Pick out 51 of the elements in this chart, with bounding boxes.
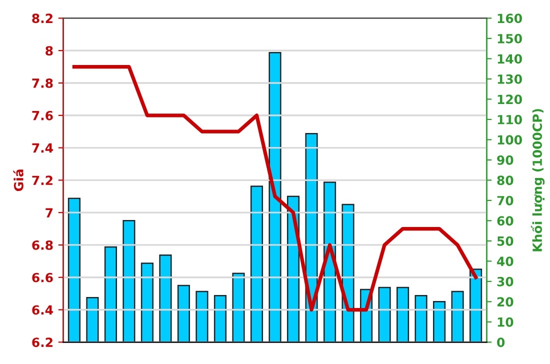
bar xyxy=(214,294,227,342)
y2-tick-label: 150 xyxy=(498,34,522,44)
y2-tick-label: 120 xyxy=(498,94,522,104)
y-tick-label: 7.2 xyxy=(32,176,52,185)
y-tick-label: 8 xyxy=(46,46,53,56)
bar xyxy=(414,294,428,342)
bar xyxy=(342,204,354,342)
bar xyxy=(378,286,391,342)
y-tick-label: 7.8 xyxy=(32,78,53,88)
bar xyxy=(396,286,410,342)
bar xyxy=(159,254,172,342)
y2-axis-title: Khối lượng (1000CP) xyxy=(530,109,545,252)
y-tick-label: 6.2 xyxy=(32,338,52,348)
y-tick-label: 6.8 xyxy=(32,240,53,250)
line-series xyxy=(72,64,478,312)
y2-tick-label: 30 xyxy=(497,276,514,286)
bar xyxy=(470,268,482,342)
y-tick-label: 7 xyxy=(46,208,53,218)
y2-tick-label: 100 xyxy=(498,135,522,145)
bar xyxy=(104,246,117,342)
y2-tick-label: 130 xyxy=(498,74,522,84)
bar xyxy=(177,284,190,342)
y-tick-label: 6.4 xyxy=(32,305,53,315)
y-tick-label: 6.6 xyxy=(32,272,53,282)
y2-tick-label: 60 xyxy=(497,216,514,226)
bar xyxy=(451,290,464,342)
y2-tick-label: 40 xyxy=(497,256,514,266)
y2-tick-label: 110 xyxy=(498,114,522,124)
y2-tick-label: 10 xyxy=(498,317,514,327)
y2-tick-label: 70 xyxy=(497,196,514,206)
y2-tick-label: 80 xyxy=(497,176,514,186)
y-tick-label: 7.6 xyxy=(32,110,53,120)
bar xyxy=(232,272,245,342)
y-tick-label: 8.2 xyxy=(32,14,52,24)
y2-tick-label: 160 xyxy=(498,14,522,24)
y2-tick-label: 0 xyxy=(497,338,505,348)
y2-tick-label: 140 xyxy=(498,54,522,64)
y-tick-label: 7.4 xyxy=(32,143,53,153)
y2-tick-label: 20 xyxy=(497,297,514,307)
bar xyxy=(250,186,264,342)
bar xyxy=(86,296,99,342)
bar xyxy=(268,52,282,342)
bar xyxy=(305,132,318,342)
bar xyxy=(196,290,208,342)
bar xyxy=(433,301,446,342)
bar xyxy=(68,198,80,342)
y-axis-title: Giá xyxy=(13,170,24,192)
y2-tick-label: 90 xyxy=(497,155,514,165)
bar xyxy=(140,262,154,342)
y2-tick-label: 50 xyxy=(497,236,514,246)
bar xyxy=(122,220,136,342)
